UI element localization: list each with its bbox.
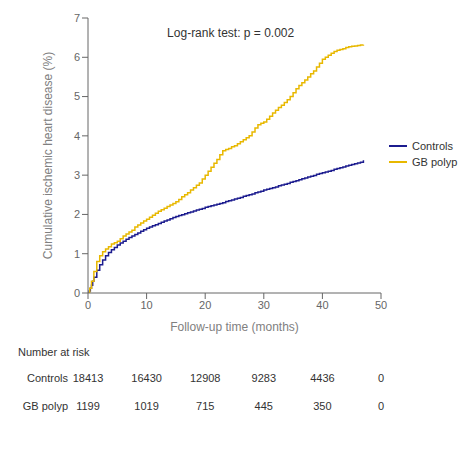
- html-text:Controls 18413: Controls 18413: [27, 372, 104, 384]
- html-text:GB polyp: GB polyp: [412, 155, 458, 168]
- svg-text:Follow-up time (months): Follow-up time (months): [170, 320, 299, 334]
- html-text:0: 0: [377, 372, 385, 384]
- html-text:4436: 4436: [310, 372, 335, 384]
- svg-text:1: 1: [74, 248, 80, 260]
- html-text:350: 350: [313, 400, 332, 412]
- svg-text:40: 40: [316, 299, 328, 311]
- svg-text:Cumulative ischemic heart dise: Cumulative ischemic heart disease (%): [41, 52, 55, 259]
- svg-text:5: 5: [74, 90, 80, 102]
- html-text:0: 0: [377, 400, 385, 412]
- html-text:9283: 9283: [251, 372, 276, 384]
- svg-text:6: 6: [74, 51, 80, 63]
- svg-text:30: 30: [258, 299, 270, 311]
- html-text:Controls: Controls: [412, 139, 453, 152]
- html-text:12908: 12908: [189, 372, 221, 384]
- html-text:1199: 1199: [76, 400, 100, 412]
- svg-text:3: 3: [74, 169, 80, 181]
- svg-text:0: 0: [74, 287, 80, 299]
- html-text:1019: 1019: [134, 400, 159, 412]
- svg-text:50: 50: [375, 299, 387, 311]
- html-text:Log-rank test: p = 0.002: Log-rank test: p = 0.002: [167, 26, 295, 41]
- svg-text:4: 4: [74, 130, 80, 142]
- html-text:16430: 16430: [131, 372, 162, 384]
- svg-text:2: 2: [74, 208, 80, 220]
- html-text:715: 715: [196, 400, 215, 412]
- html-text:445: 445: [254, 400, 273, 412]
- svg-text:0: 0: [85, 299, 91, 311]
- svg-text:10: 10: [140, 299, 152, 311]
- html-text:Number at risk: Number at risk: [18, 346, 90, 358]
- svg-text:7: 7: [74, 12, 80, 24]
- svg-text:20: 20: [199, 299, 211, 311]
- html-text:GB polyp: GB polyp: [22, 400, 68, 412]
